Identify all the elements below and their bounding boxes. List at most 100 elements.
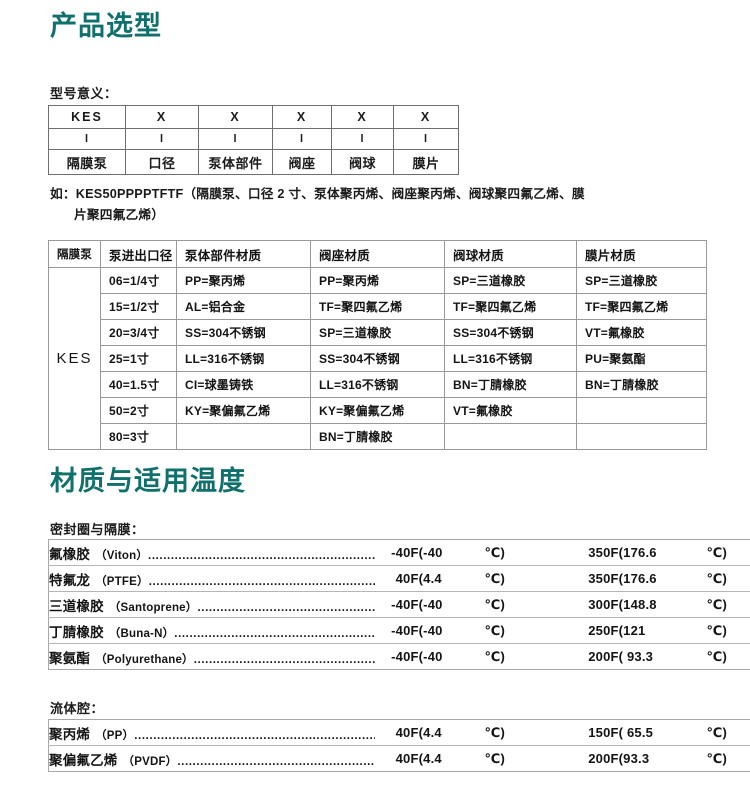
cell-diaphragm-material: VT=氟橡胶 <box>576 319 707 346</box>
material-name-zh: 丁腈橡胶 <box>49 624 104 640</box>
table-row: 丁腈橡胶 （Buna-N）............................… <box>48 617 750 644</box>
cell-max-temp-unit: ℃) <box>706 643 750 670</box>
cell-max-temp-f: 350 <box>546 539 611 566</box>
cell-min-temp-c: F(4.4 <box>410 745 485 772</box>
column-header-seat-material: 阀座材质 <box>310 240 445 268</box>
material-name-en: （Polyurethane） <box>95 653 194 666</box>
model-code-cell: X <box>331 105 394 129</box>
cell-body-material: CI=球墨铸铁 <box>176 371 311 398</box>
table-row: 特氟龙 （PTFE）...............................… <box>48 565 750 592</box>
cell-body-material: PP=聚丙烯 <box>176 267 311 294</box>
series-label-kes: KES <box>48 267 101 450</box>
cell-min-temp-c: F(-40 <box>410 539 485 566</box>
cell-seat-material: SS=304不锈钢 <box>310 345 445 372</box>
material-name-en: （PVDF） <box>122 755 178 768</box>
cell-port-size: 25=1寸 <box>100 345 177 372</box>
material-name-zh: 氟橡胶 <box>49 546 91 562</box>
cell-ball-material: VT=氟橡胶 <box>444 397 577 424</box>
table-row: 80=3寸 BN=丁腈橡胶 <box>49 423 707 450</box>
column-header-port-size: 泵进出口径 <box>100 240 177 268</box>
cell-max-temp-unit: ℃) <box>706 745 750 772</box>
table-row: 聚偏氟乙烯 （PVDF）.............................… <box>48 745 750 772</box>
table-row: 25=1寸 LL=316不锈钢 SS=304不锈钢 LL=316不锈钢 PU=聚… <box>49 345 707 372</box>
cell-body-material: LL=316不锈钢 <box>176 345 311 372</box>
cell-min-temp-unit: ℃) <box>484 745 547 772</box>
table-row-codes: KES X X X X X <box>48 105 459 129</box>
material-name-zh: 聚氨酯 <box>49 650 91 666</box>
cell-max-temp-f: 150 <box>546 719 611 746</box>
table-header-row: 隔膜泵 泵进出口径 泵体部件材质 阀座材质 阀球材质 膜片材质 <box>48 240 707 268</box>
page-title-product-selection: 产品选型 <box>50 11 162 41</box>
cell-body-material: SS=304不锈钢 <box>176 319 311 346</box>
cell-max-temp-f: 200 <box>546 745 611 772</box>
cell-port-size: 80=3寸 <box>100 423 177 450</box>
cell-min-temp-c: F(-40 <box>410 617 485 644</box>
cell-seat-material: TF=聚四氟乙烯 <box>310 293 445 320</box>
cell-max-temp-c: F( 93.3 <box>610 643 707 670</box>
cell-max-temp-c: F( 65.5 <box>610 719 707 746</box>
material-name-en: （PTFE） <box>95 575 149 588</box>
dot-leader: ........................................… <box>193 653 375 666</box>
cell-material-name: 三道橡胶 （Santoprene）........................… <box>48 591 375 618</box>
cell-body-material: KY=聚偏氟乙烯 <box>176 397 311 424</box>
seal-temperature-table: 氟橡胶 （Viton）..............................… <box>48 539 750 670</box>
material-name-en: （Viton） <box>95 549 149 562</box>
dot-leader: ........................................… <box>197 601 374 614</box>
cell-max-temp-c: F(121 <box>610 617 707 644</box>
model-part-name-cell: 阀座 <box>272 149 332 175</box>
cell-seat-material: PP=聚丙烯 <box>310 267 445 294</box>
material-name-en: （Santoprene） <box>108 601 198 614</box>
cell-max-temp-f: 250 <box>546 617 611 644</box>
cell-max-temp-c: F(93.3 <box>610 745 707 772</box>
cell-min-temp-f: 40 <box>374 745 411 772</box>
cell-min-temp-f: -40 <box>374 617 411 644</box>
model-code-cell: X <box>125 105 199 129</box>
cell-diaphragm-material: PU=聚氨酯 <box>576 345 707 372</box>
table-row-names: 隔膜泵 口径 泵体部件 阀座 阀球 膜片 <box>48 149 459 175</box>
connector-bar-cell: l <box>331 128 394 150</box>
model-part-name-cell: 膜片 <box>393 149 459 175</box>
model-example-note: 如：KES50PPPPTFTF（隔膜泵、口径 2 寸、泵体聚丙烯、阀座聚丙烯、阀… <box>50 184 710 226</box>
cell-ball-material: BN=丁腈橡胶 <box>444 371 577 398</box>
column-header-ball-material: 阀球材质 <box>444 240 577 268</box>
model-code-cell: X <box>198 105 273 129</box>
cell-max-temp-f: 200 <box>546 643 611 670</box>
dot-leader: ........................................… <box>177 755 375 768</box>
label-fluid-chamber: 流体腔： <box>50 701 105 716</box>
model-code-cell: KES <box>48 105 126 129</box>
table-row-connectors: l l l l l l <box>48 128 459 150</box>
fluid-chamber-temperature-table: 聚丙烯 （PP）.................................… <box>48 719 750 772</box>
model-code-cell: X <box>272 105 332 129</box>
connector-bar-cell: l <box>125 128 199 150</box>
cell-max-temp-unit: ℃) <box>706 617 750 644</box>
cell-material-name: 丁腈橡胶 （Buna-N）............................… <box>48 617 375 644</box>
cell-min-temp-f: 40 <box>374 719 411 746</box>
cell-min-temp-f: -40 <box>374 643 411 670</box>
cell-max-temp-c: F(148.8 <box>610 591 707 618</box>
cell-diaphragm-material <box>576 397 707 424</box>
connector-bar-cell: l <box>48 128 126 150</box>
cell-min-temp-f: -40 <box>374 591 411 618</box>
table-row: 氟橡胶 （Viton）..............................… <box>48 539 750 566</box>
cell-min-temp-unit: ℃) <box>484 539 547 566</box>
dot-leader: ........................................… <box>148 549 374 562</box>
material-name-zh: 特氟龙 <box>49 572 91 588</box>
cell-diaphragm-material: SP=三道橡胶 <box>576 267 707 294</box>
cell-port-size: 40=1.5寸 <box>100 371 177 398</box>
dot-leader: ........................................… <box>134 729 374 742</box>
table-row: 40=1.5寸 CI=球墨铸铁 LL=316不锈钢 BN=丁腈橡胶 BN=丁腈橡… <box>49 371 707 398</box>
cell-min-temp-f: -40 <box>374 539 411 566</box>
connector-bar-cell: l <box>198 128 273 150</box>
cell-max-temp-unit: ℃) <box>706 591 750 618</box>
cell-min-temp-c: F(-40 <box>410 643 485 670</box>
cell-port-size: 15=1/2寸 <box>100 293 177 320</box>
table-row: 聚氨酯 （Polyurethane）.......................… <box>48 643 750 670</box>
example-line-1: 如：KES50PPPPTFTF（隔膜泵、口径 2 寸、泵体聚丙烯、阀座聚丙烯、阀… <box>50 187 585 201</box>
cell-ball-material: SP=三道橡胶 <box>444 267 577 294</box>
cell-material-name: 氟橡胶 （Viton）..............................… <box>48 539 375 566</box>
cell-max-temp-c: F(176.6 <box>610 539 707 566</box>
cell-material-name: 聚氨酯 （Polyurethane）.......................… <box>48 643 375 670</box>
page-title-material-temperature: 材质与适用温度 <box>50 466 246 496</box>
cell-max-temp-f: 300 <box>546 591 611 618</box>
